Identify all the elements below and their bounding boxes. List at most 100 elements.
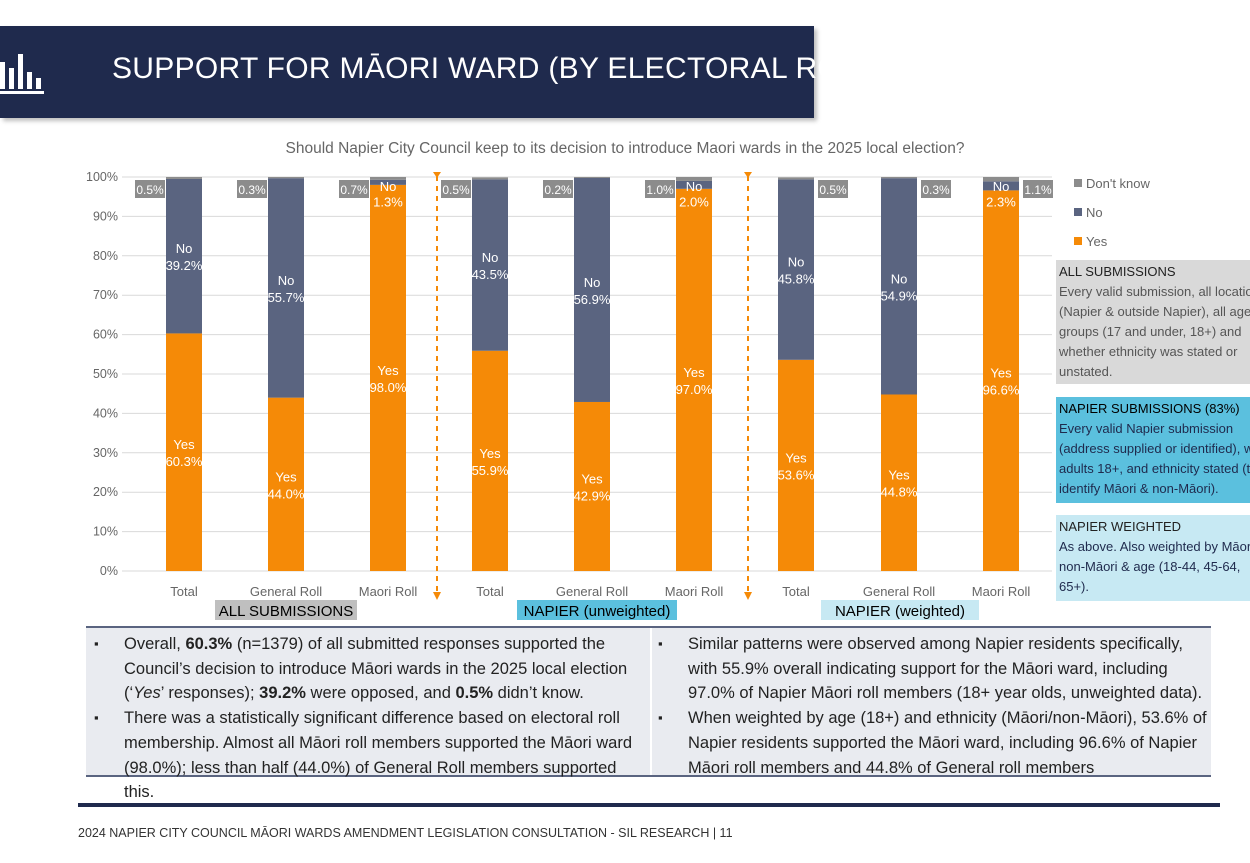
bar-yes xyxy=(881,394,917,571)
stacked-bar-chart: Should Napier City Council keep to its d… xyxy=(86,140,1151,620)
bar-dont-know xyxy=(676,177,712,181)
data-label-no: 1.3% xyxy=(373,195,403,210)
group-label-box xyxy=(821,600,979,620)
dont-know-label-box xyxy=(339,180,369,198)
bar-dont-know xyxy=(472,177,508,180)
group-label-box xyxy=(517,600,677,620)
note-line: groups (17 and under, 18+) and xyxy=(1059,324,1242,339)
data-label-dont-know: 0.3% xyxy=(238,183,266,197)
legend-label: Yes xyxy=(1086,234,1108,249)
summary-bullet: Similar patterns were observed among Nap… xyxy=(650,632,1210,706)
data-label-dont-know: 0.5% xyxy=(442,183,470,197)
note-line: 65+). xyxy=(1059,579,1089,594)
page-title: SUPPORT FOR MĀORI WARD (BY ELECTORAL ROL… xyxy=(112,52,886,85)
note-line: (Napier & outside Napier), all age xyxy=(1059,304,1250,319)
data-label-no-word: No xyxy=(278,273,295,288)
note-heading: ALL SUBMISSIONS xyxy=(1059,264,1176,279)
legend-swatch xyxy=(1074,179,1082,187)
x-tick-label: Maori Roll xyxy=(359,584,418,599)
summary-right: Similar patterns were observed among Nap… xyxy=(650,632,1210,780)
y-tick-label: 70% xyxy=(93,288,118,302)
x-tick-label: General Roll xyxy=(250,584,322,599)
dont-know-label-box xyxy=(818,180,848,198)
group-label: NAPIER (unweighted) xyxy=(524,603,671,620)
data-label-yes: 44.0% xyxy=(268,486,305,501)
data-label-yes-word: Yes xyxy=(888,468,910,483)
bar-no xyxy=(166,178,202,334)
data-label-dont-know: 1.0% xyxy=(646,183,674,197)
bar-dont-know xyxy=(881,177,917,179)
data-label-dont-know: 0.2% xyxy=(544,183,572,197)
data-label-no: 2.3% xyxy=(986,195,1016,210)
bar-yes xyxy=(778,359,814,571)
note-heading: NAPIER WEIGHTED xyxy=(1059,519,1182,534)
bar-no xyxy=(881,178,917,395)
bar-no xyxy=(676,180,712,189)
y-tick-label: 80% xyxy=(93,249,118,263)
data-label-yes: 42.9% xyxy=(574,488,611,503)
separator-arrow-top xyxy=(744,172,752,178)
bar-yes xyxy=(472,350,508,571)
note-heading: NAPIER SUBMISSIONS (83%) xyxy=(1059,401,1240,416)
x-tick-label: Maori Roll xyxy=(665,584,724,599)
data-label-dont-know: 0.3% xyxy=(922,183,950,197)
summary-bullet: Overall, 60.3% (n=1379) of all submitted… xyxy=(86,632,646,706)
bar-dont-know xyxy=(268,177,304,179)
data-label-dont-know: 1.1% xyxy=(1024,183,1052,197)
data-label-yes-word: Yes xyxy=(785,450,807,465)
x-tick-label: Total xyxy=(476,584,504,599)
group-label-box xyxy=(215,600,357,620)
y-tick-label: 20% xyxy=(93,485,118,499)
bar-chart-icon xyxy=(0,54,44,94)
note-line: identify Māori & non-Māori). xyxy=(1059,481,1219,496)
chart-title: Should Napier City Council keep to its d… xyxy=(286,140,965,157)
data-label-no-word: No xyxy=(788,255,805,270)
bar-dont-know xyxy=(983,177,1019,182)
dont-know-label-box xyxy=(1023,180,1053,198)
note-line: As above. Also weighted by Māori/ xyxy=(1059,539,1250,554)
summary-bullet: When weighted by age (18+) and ethnicity… xyxy=(650,706,1210,780)
data-label-no: 2.0% xyxy=(679,195,709,210)
dont-know-label-box xyxy=(135,180,165,198)
data-label-yes: 53.6% xyxy=(778,467,815,482)
data-label-yes-word: Yes xyxy=(581,471,603,486)
group-label: ALL SUBMISSIONS xyxy=(219,603,354,620)
data-label-yes-word: Yes xyxy=(377,363,399,378)
legend-label: Don't know xyxy=(1086,176,1151,191)
note-line: (address supplied or identified), with xyxy=(1059,441,1250,456)
bar-no xyxy=(778,179,814,360)
data-label-yes-word: Yes xyxy=(173,437,195,452)
data-label-no-word: No xyxy=(686,179,703,194)
bar-yes xyxy=(370,184,406,571)
dont-know-label-box xyxy=(237,180,267,198)
bar-yes xyxy=(574,401,610,571)
footer-rule xyxy=(78,803,1220,807)
bar-no xyxy=(472,179,508,351)
note-line: non-Māori & age (18-44, 45-64, xyxy=(1059,559,1241,574)
y-tick-label: 40% xyxy=(93,406,118,420)
bar-dont-know xyxy=(778,177,814,180)
y-tick-label: 0% xyxy=(100,564,118,578)
note-napier-submissions: NAPIER SUBMISSIONS (83%) Every valid Nap… xyxy=(1056,397,1250,503)
data-label-dont-know: 0.5% xyxy=(136,183,164,197)
data-label-yes: 44.8% xyxy=(881,485,918,500)
summary-bullet: There was a statistically significant di… xyxy=(86,706,646,805)
note-napier-weighted: NAPIER WEIGHTED As above. Also weighted … xyxy=(1056,515,1250,601)
data-label-yes: 98.0% xyxy=(370,380,407,395)
y-tick-label: 60% xyxy=(93,328,118,342)
bar-yes xyxy=(983,190,1019,571)
dont-know-label-box xyxy=(441,180,471,198)
data-label-yes-word: Yes xyxy=(275,469,297,484)
summary-left: Overall, 60.3% (n=1379) of all submitted… xyxy=(86,632,646,805)
bar-no xyxy=(574,177,610,402)
data-label-no-word: No xyxy=(176,241,193,256)
slide-header: SUPPORT FOR MĀORI WARD (BY ELECTORAL ROL… xyxy=(0,26,885,118)
separator-arrow-bottom xyxy=(433,592,441,600)
column-divider xyxy=(650,628,652,775)
note-line: Every valid submission, all locations xyxy=(1059,284,1250,299)
y-tick-label: 50% xyxy=(93,367,118,381)
x-tick-label: General Roll xyxy=(863,584,935,599)
bar-yes xyxy=(166,333,202,571)
bar-dont-know xyxy=(370,177,406,180)
note-line: whether ethnicity was stated or xyxy=(1059,344,1238,359)
